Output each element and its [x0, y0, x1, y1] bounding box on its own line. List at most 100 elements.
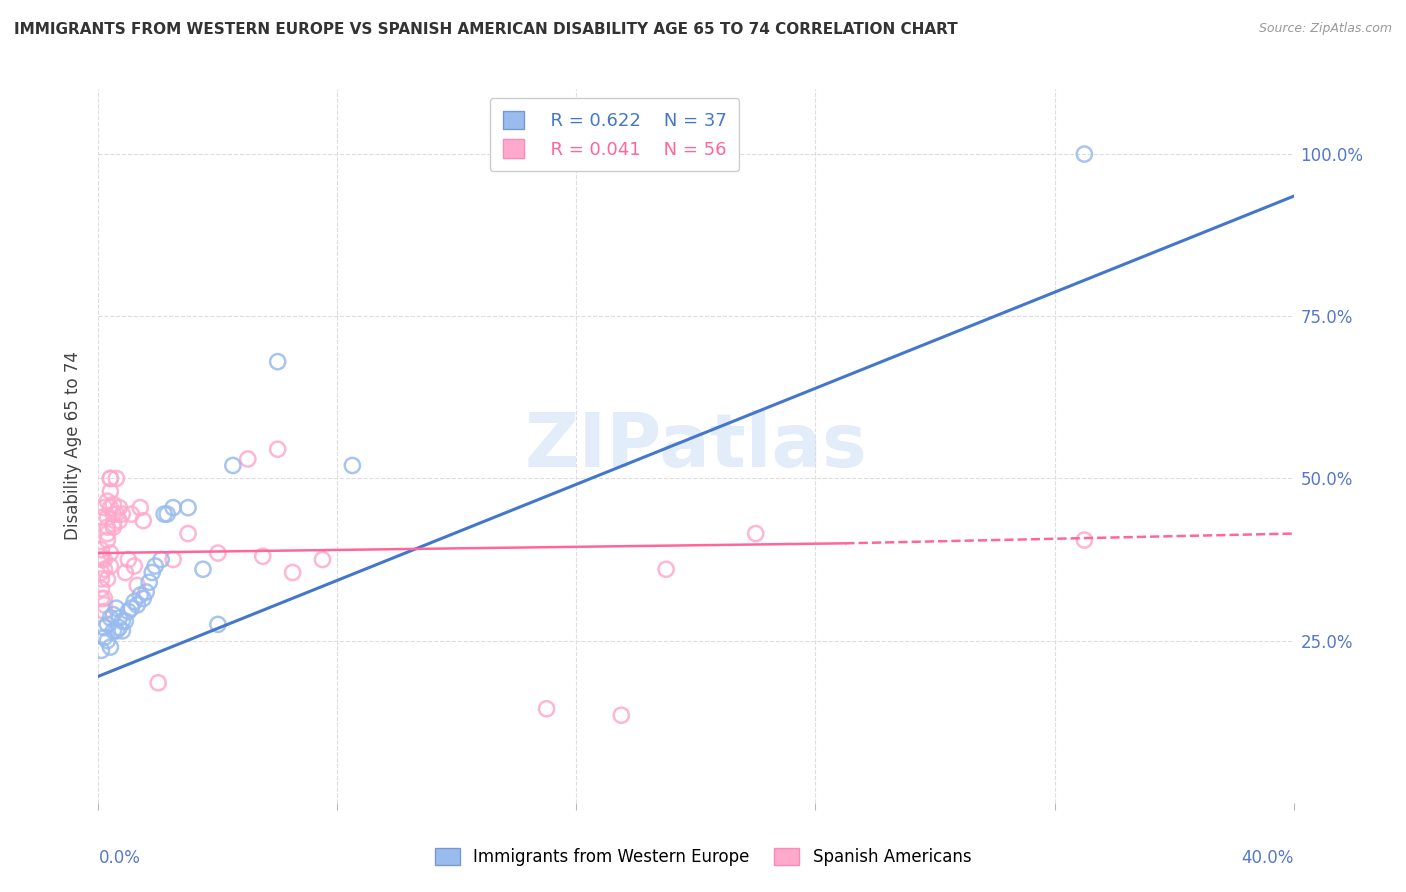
Point — [108, 621, 131, 635]
Point — [105, 624, 128, 638]
Point — [342, 458, 364, 473]
Point — [93, 604, 115, 618]
Point — [120, 507, 142, 521]
Point — [114, 566, 136, 580]
Point — [129, 588, 152, 602]
Point — [156, 507, 179, 521]
Point — [111, 624, 134, 638]
Y-axis label: Disability Age 65 to 74: Disability Age 65 to 74 — [65, 351, 83, 541]
Point — [93, 631, 115, 645]
Point — [93, 500, 115, 515]
Point — [124, 559, 146, 574]
Point — [124, 595, 146, 609]
Point — [177, 526, 200, 541]
Point — [132, 591, 155, 606]
Point — [655, 562, 678, 576]
Point — [93, 621, 115, 635]
Point — [127, 598, 149, 612]
Point — [105, 507, 128, 521]
Point — [1073, 533, 1095, 547]
Point — [103, 516, 125, 531]
Point — [162, 552, 184, 566]
Point — [117, 552, 139, 566]
Point — [90, 552, 112, 566]
Point — [111, 614, 134, 628]
Point — [96, 520, 118, 534]
Text: Source: ZipAtlas.com: Source: ZipAtlas.com — [1258, 22, 1392, 36]
Point — [103, 624, 125, 638]
Point — [90, 591, 112, 606]
Text: 40.0%: 40.0% — [1241, 849, 1294, 867]
Point — [90, 643, 112, 657]
Point — [100, 484, 122, 499]
Point — [100, 611, 122, 625]
Point — [745, 526, 768, 541]
Point — [90, 542, 112, 557]
Point — [153, 507, 176, 521]
Point — [132, 514, 155, 528]
Point — [100, 500, 122, 515]
Point — [103, 497, 125, 511]
Point — [96, 633, 118, 648]
Point — [108, 500, 131, 515]
Point — [281, 566, 304, 580]
Text: ZIPatlas: ZIPatlas — [524, 409, 868, 483]
Point — [93, 562, 115, 576]
Point — [114, 614, 136, 628]
Point — [90, 566, 112, 580]
Point — [120, 601, 142, 615]
Point — [1073, 147, 1095, 161]
Point — [100, 640, 122, 654]
Point — [96, 617, 118, 632]
Point — [105, 471, 128, 485]
Point — [103, 507, 125, 521]
Text: 0.0%: 0.0% — [98, 849, 141, 867]
Point — [103, 607, 125, 622]
Point — [105, 601, 128, 615]
Point — [236, 452, 259, 467]
Point — [252, 549, 274, 564]
Point — [138, 575, 160, 590]
Point — [93, 591, 115, 606]
Point — [117, 604, 139, 618]
Point — [90, 510, 112, 524]
Point — [129, 500, 152, 515]
Point — [90, 549, 112, 564]
Point — [177, 500, 200, 515]
Point — [100, 471, 122, 485]
Point — [96, 494, 118, 508]
Point — [96, 510, 118, 524]
Point — [207, 617, 229, 632]
Point — [90, 582, 112, 596]
Legend: Immigrants from Western Europe, Spanish Americans: Immigrants from Western Europe, Spanish … — [426, 840, 980, 875]
Point — [141, 566, 163, 580]
Point — [143, 559, 166, 574]
Point — [162, 500, 184, 515]
Point — [103, 520, 125, 534]
Point — [536, 702, 558, 716]
Text: IMMIGRANTS FROM WESTERN EUROPE VS SPANISH AMERICAN DISABILITY AGE 65 TO 74 CORRE: IMMIGRANTS FROM WESTERN EUROPE VS SPANIS… — [14, 22, 957, 37]
Legend:   R = 0.622    N = 37,   R = 0.041    N = 56: R = 0.622 N = 37, R = 0.041 N = 56 — [489, 98, 740, 171]
Point — [96, 572, 118, 586]
Point — [311, 552, 333, 566]
Point — [610, 708, 633, 723]
Point — [267, 442, 290, 457]
Point — [148, 675, 170, 690]
Point — [267, 354, 290, 368]
Point — [207, 546, 229, 560]
Point — [108, 611, 131, 625]
Point — [96, 533, 118, 547]
Point — [191, 562, 214, 576]
Point — [127, 578, 149, 592]
Point — [108, 514, 131, 528]
Point — [90, 572, 112, 586]
Point — [96, 526, 118, 541]
Point — [111, 507, 134, 521]
Point — [150, 552, 173, 566]
Point — [222, 458, 245, 473]
Point — [100, 559, 122, 574]
Point — [100, 471, 122, 485]
Point — [100, 546, 122, 560]
Point — [93, 552, 115, 566]
Point — [135, 585, 157, 599]
